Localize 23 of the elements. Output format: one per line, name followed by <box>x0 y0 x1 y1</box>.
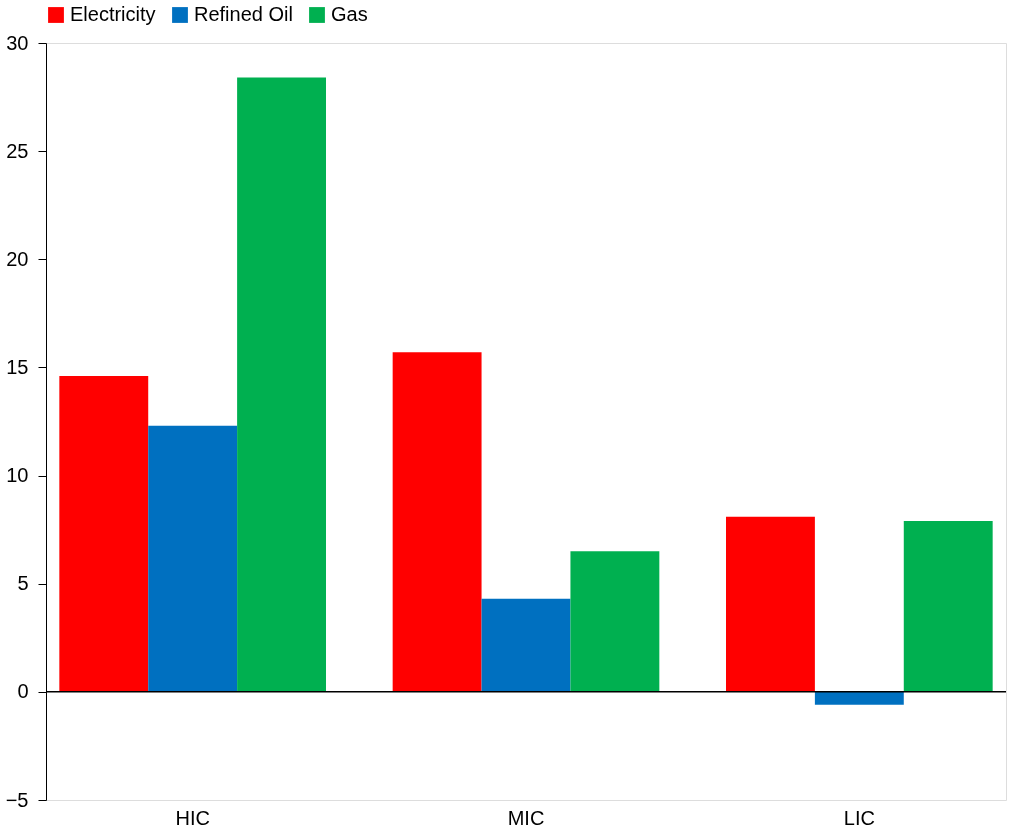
y-tick-label: 25 <box>6 139 29 162</box>
y-tick-label: 20 <box>6 247 29 270</box>
bar <box>903 520 993 692</box>
y-tick-label: 10 <box>6 464 29 487</box>
y-tick-label: 5 <box>17 572 29 595</box>
bar <box>726 516 815 692</box>
bar <box>237 77 326 692</box>
bar <box>392 352 482 692</box>
x-tick-label: LIC <box>843 806 875 829</box>
y-tick-label: 15 <box>6 355 29 378</box>
legend-label: Gas <box>331 3 368 25</box>
bar <box>59 376 149 692</box>
x-tick-label: HIC <box>175 806 210 829</box>
y-tick-label: 0 <box>17 680 29 703</box>
bar <box>148 425 238 692</box>
x-tick-label: MIC <box>507 806 545 829</box>
y-tick-label: 30 <box>6 31 29 54</box>
bar <box>814 691 904 705</box>
legend-label: Refined Oil <box>194 3 293 25</box>
legend-label: Electricity <box>70 3 156 25</box>
y-tick-label: −5 <box>5 788 29 811</box>
bar <box>481 598 571 692</box>
bar <box>570 551 660 692</box>
